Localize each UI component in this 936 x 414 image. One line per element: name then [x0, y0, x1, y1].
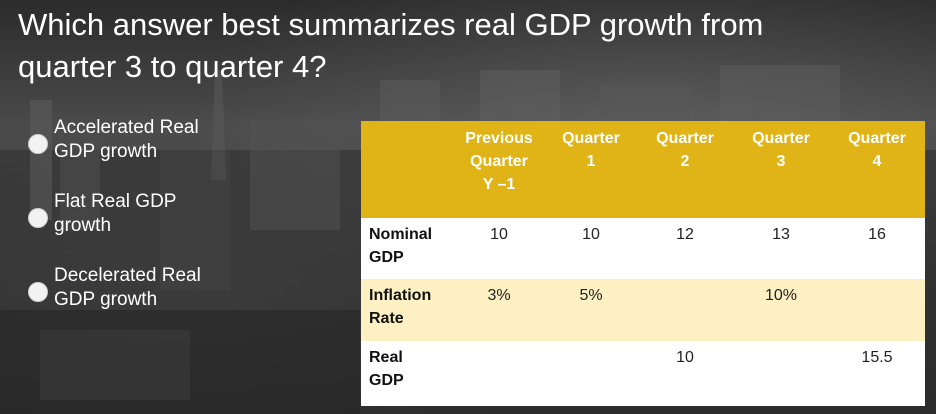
header-cell-empty	[361, 121, 453, 218]
table-cell: 10	[637, 341, 733, 406]
option-label-line-2: GDP growth	[54, 141, 158, 162]
table-cell: 15.5	[829, 341, 925, 406]
question-title: Which answer best summarizes real GDP gr…	[18, 4, 918, 88]
row-label: Inflation Rate	[361, 279, 453, 341]
option-label-line-1: Flat Real GDP	[54, 191, 177, 212]
option-label-line-1: Accelerated Real	[54, 117, 199, 138]
option-label-line-2: growth	[54, 215, 112, 236]
table-cell: 12	[637, 218, 733, 279]
table-cell	[829, 279, 925, 341]
table-cell: 10	[453, 218, 545, 279]
answer-options: Accelerated Real GDP growth Flat Real GD…	[28, 116, 258, 312]
header-cell-quarter-4: Quarter 4	[829, 121, 925, 218]
table-row-real-gdp: Real GDP 10 15.5	[361, 341, 925, 406]
table-header-row: Previous Quarter Y –1 Quarter 1 Quarter …	[361, 121, 925, 218]
row-label: Nominal GDP	[361, 218, 453, 279]
header-cell-quarter-1: Quarter 1	[545, 121, 637, 218]
table-cell: 16	[829, 218, 925, 279]
option-decelerated[interactable]: Decelerated Real GDP growth	[28, 264, 258, 312]
table-cell	[637, 279, 733, 341]
table-cell	[545, 341, 637, 406]
table-cell	[453, 341, 545, 406]
radio-icon[interactable]	[28, 134, 48, 154]
header-cell-quarter-3: Quarter 3	[733, 121, 829, 218]
table-cell: 5%	[545, 279, 637, 341]
table-row-inflation-rate: Inflation Rate 3% 5% 10%	[361, 279, 925, 341]
option-label-line-1: Decelerated Real	[54, 265, 201, 286]
option-label-line-2: GDP growth	[54, 289, 158, 310]
header-cell-quarter-2: Quarter 2	[637, 121, 733, 218]
header-cell-previous-quarter: Previous Quarter Y –1	[453, 121, 545, 218]
table-cell	[733, 341, 829, 406]
radio-icon[interactable]	[28, 282, 48, 302]
option-flat[interactable]: Flat Real GDP growth	[28, 190, 258, 238]
table-cell: 10	[545, 218, 637, 279]
table-row-nominal-gdp: Nominal GDP 10 10 12 13 16	[361, 218, 925, 279]
option-accelerated[interactable]: Accelerated Real GDP growth	[28, 116, 258, 164]
question-line-2: quarter 3 to quarter 4?	[18, 49, 327, 84]
row-label: Real GDP	[361, 341, 453, 406]
table-cell: 10%	[733, 279, 829, 341]
radio-icon[interactable]	[28, 208, 48, 228]
table-cell: 3%	[453, 279, 545, 341]
question-line-1: Which answer best summarizes real GDP gr…	[18, 7, 764, 42]
gdp-table: Previous Quarter Y –1 Quarter 1 Quarter …	[361, 121, 925, 406]
table-cell: 13	[733, 218, 829, 279]
